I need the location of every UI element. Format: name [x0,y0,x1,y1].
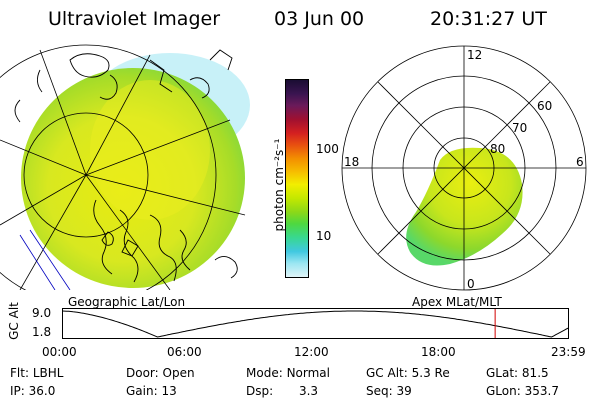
timeline-ymax: 9.0 [32,306,52,320]
gain-field: Gain: 13 [126,384,177,398]
instrument-title: Ultraviolet Imager [48,8,221,30]
gc-alt-field: GC Alt: 5.3 Re [366,366,450,380]
door-field: Door: Open [126,366,195,380]
longitude-line-blue [29,229,71,290]
orbit-altitude-curve [62,310,569,338]
filter-value: LBHL [32,366,64,380]
colorbar-tick-100: 100 [316,142,339,156]
right-map-caption: Apex MLat/MLT [412,295,502,309]
mode-field: Mode: Normal [246,366,330,380]
longitude-line-blue [19,234,56,290]
orbit-altitude-timeline [62,308,569,339]
magnetic-polar-map: 12 18 6 0 60 70 80 [341,45,587,291]
glon-field: GLon: 353.7 [486,384,559,398]
ip-value: 36.0 [28,384,56,398]
timeline-tick-0000: 00:00 [42,345,77,359]
left-map-caption: Geographic Lat/Lon [68,295,186,309]
gain-value: 13 [161,384,177,398]
gc-alt-value: 5.3 Re [411,366,450,380]
glat-field: GLat: 81.5 [486,366,549,380]
timeline-ylabel: GC Alt [7,302,21,340]
coastlines [14,49,238,283]
mlat-label-70: 70 [512,121,527,135]
ip-field: IP: 36.0 [10,384,56,398]
door-value: Open [162,366,195,380]
polar-grid [341,45,587,291]
dsp-field: Dsp: 3.3 [246,384,319,398]
mlt-label-6: 6 [576,155,584,169]
filter-field: Flt: LBHL [10,366,64,380]
observation-date: 03 Jun 00 [274,8,365,30]
timeline-tick-2359: 23:59 [551,345,586,359]
glat-value: 81.5 [521,366,549,380]
geographic-grid [0,44,246,290]
colorbar [285,79,309,278]
mlt-label-12: 12 [467,48,482,62]
mlat-label-60: 60 [537,99,552,113]
glon-value: 353.7 [524,384,559,398]
timeline-ymin: 1.8 [32,325,52,339]
seq-value: 39 [396,384,412,398]
mlt-label-18: 18 [344,155,359,169]
timeline-tick-1800: 18:00 [421,345,456,359]
aurora-bright-band [90,80,210,220]
geographic-map [0,44,250,290]
dsp-value: 3.3 [298,384,319,398]
timeline-frame [62,308,569,339]
mlt-label-0: 0 [467,277,475,291]
colorbar-unit-label: photon cm⁻²s⁻¹ [272,138,286,232]
mode-value: Normal [286,366,330,380]
timeline-tick-0600: 06:00 [167,345,202,359]
seq-field: Seq: 39 [366,384,412,398]
mlat-label-80: 80 [490,142,505,156]
observation-time: 20:31:27 UT [430,8,547,30]
timeline-tick-1200: 12:00 [294,345,329,359]
colorbar-tick-10: 10 [316,229,332,243]
